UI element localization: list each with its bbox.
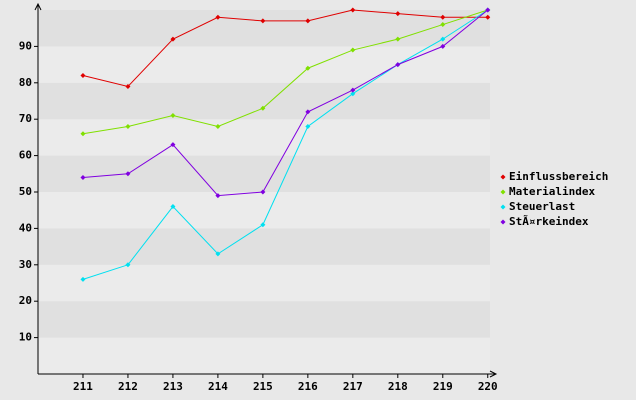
data-point bbox=[125, 262, 131, 268]
data-point bbox=[80, 73, 86, 79]
x-tick-label: 217 bbox=[343, 380, 363, 393]
data-point bbox=[260, 222, 266, 228]
y-tick-label: 40 bbox=[19, 221, 32, 234]
data-point bbox=[485, 7, 491, 13]
data-point bbox=[395, 62, 401, 68]
grid-band bbox=[38, 301, 490, 338]
data-point bbox=[350, 87, 356, 93]
legend-marker bbox=[500, 204, 506, 210]
data-point bbox=[395, 11, 401, 17]
y-tick-label: 10 bbox=[19, 331, 32, 344]
series-line bbox=[82, 9, 488, 135]
series-line bbox=[82, 9, 489, 280]
x-tick-label: 219 bbox=[433, 380, 453, 393]
legend: Einflussbereich Materialindex Steuerlast St… bbox=[500, 170, 608, 228]
data-point bbox=[305, 18, 311, 24]
data-point bbox=[215, 193, 221, 199]
data-point bbox=[440, 14, 446, 20]
data-point bbox=[170, 113, 176, 119]
legend-marker bbox=[500, 189, 506, 195]
y-tick-label: 30 bbox=[19, 258, 32, 271]
grid-band bbox=[38, 119, 490, 156]
data-point bbox=[260, 105, 266, 111]
data-point bbox=[440, 22, 446, 28]
lines bbox=[80, 7, 491, 282]
series-line bbox=[82, 9, 488, 87]
grid-band bbox=[38, 337, 490, 374]
y-tick-label: 90 bbox=[19, 39, 32, 52]
plot-bands bbox=[38, 10, 490, 374]
y-tick-label: 80 bbox=[19, 76, 32, 89]
data-point bbox=[485, 14, 491, 20]
legend-label: StÃ¤rkeindex bbox=[509, 215, 589, 228]
data-point bbox=[350, 7, 356, 13]
data-point bbox=[170, 36, 176, 42]
x-tick-label: 216 bbox=[298, 380, 318, 393]
x-axis-arrow bbox=[489, 370, 498, 378]
data-point bbox=[305, 109, 311, 115]
y-axis-arrow bbox=[34, 2, 42, 11]
ticks: 10 20 30 40 50 60 70 80 90 211 212 213 214 215 216 217 2… bbox=[19, 39, 498, 393]
x-tick-label: 215 bbox=[253, 380, 273, 393]
legend-marker bbox=[500, 219, 506, 225]
legend-label: Steuerlast bbox=[509, 200, 575, 213]
data-point bbox=[125, 123, 131, 129]
data-point bbox=[80, 131, 86, 137]
x-tick-label: 218 bbox=[388, 380, 408, 393]
x-tick-label: 213 bbox=[163, 380, 183, 393]
x-tick-label: 220 bbox=[478, 380, 498, 393]
y-tick-label: 60 bbox=[19, 149, 32, 162]
grid-band bbox=[38, 228, 490, 265]
x-tick-label: 211 bbox=[73, 380, 93, 393]
data-point bbox=[440, 43, 446, 49]
data-point bbox=[305, 123, 311, 129]
data-point bbox=[350, 47, 356, 53]
data-point bbox=[260, 18, 266, 24]
x-tick-label: 214 bbox=[208, 380, 228, 393]
grid-band bbox=[38, 10, 490, 47]
legend-label: Materialindex bbox=[509, 185, 595, 198]
y-tick-label: 50 bbox=[19, 185, 32, 198]
data-point bbox=[215, 14, 221, 20]
y-tick-label: 70 bbox=[19, 112, 32, 125]
grid-band bbox=[38, 46, 490, 83]
data-point bbox=[170, 204, 176, 210]
legend-marker bbox=[500, 174, 506, 180]
data-point bbox=[125, 171, 131, 177]
y-tick-label: 20 bbox=[19, 294, 32, 307]
data-point bbox=[305, 65, 311, 71]
data-point bbox=[80, 276, 86, 282]
data-point bbox=[215, 251, 221, 257]
data-point bbox=[260, 189, 266, 195]
data-point bbox=[440, 36, 446, 42]
grid-band bbox=[38, 264, 490, 302]
legend-label: Einflussbereich bbox=[509, 170, 608, 183]
axes bbox=[34, 2, 498, 378]
x-tick-label: 212 bbox=[118, 380, 138, 393]
data-point bbox=[395, 36, 401, 42]
grid-band bbox=[38, 155, 490, 192]
data-point bbox=[80, 174, 86, 180]
data-point bbox=[215, 123, 221, 129]
grid-band bbox=[38, 82, 490, 120]
data-point bbox=[350, 91, 356, 97]
data-point bbox=[170, 142, 176, 148]
data-point bbox=[125, 83, 131, 89]
series-line bbox=[82, 9, 489, 197]
